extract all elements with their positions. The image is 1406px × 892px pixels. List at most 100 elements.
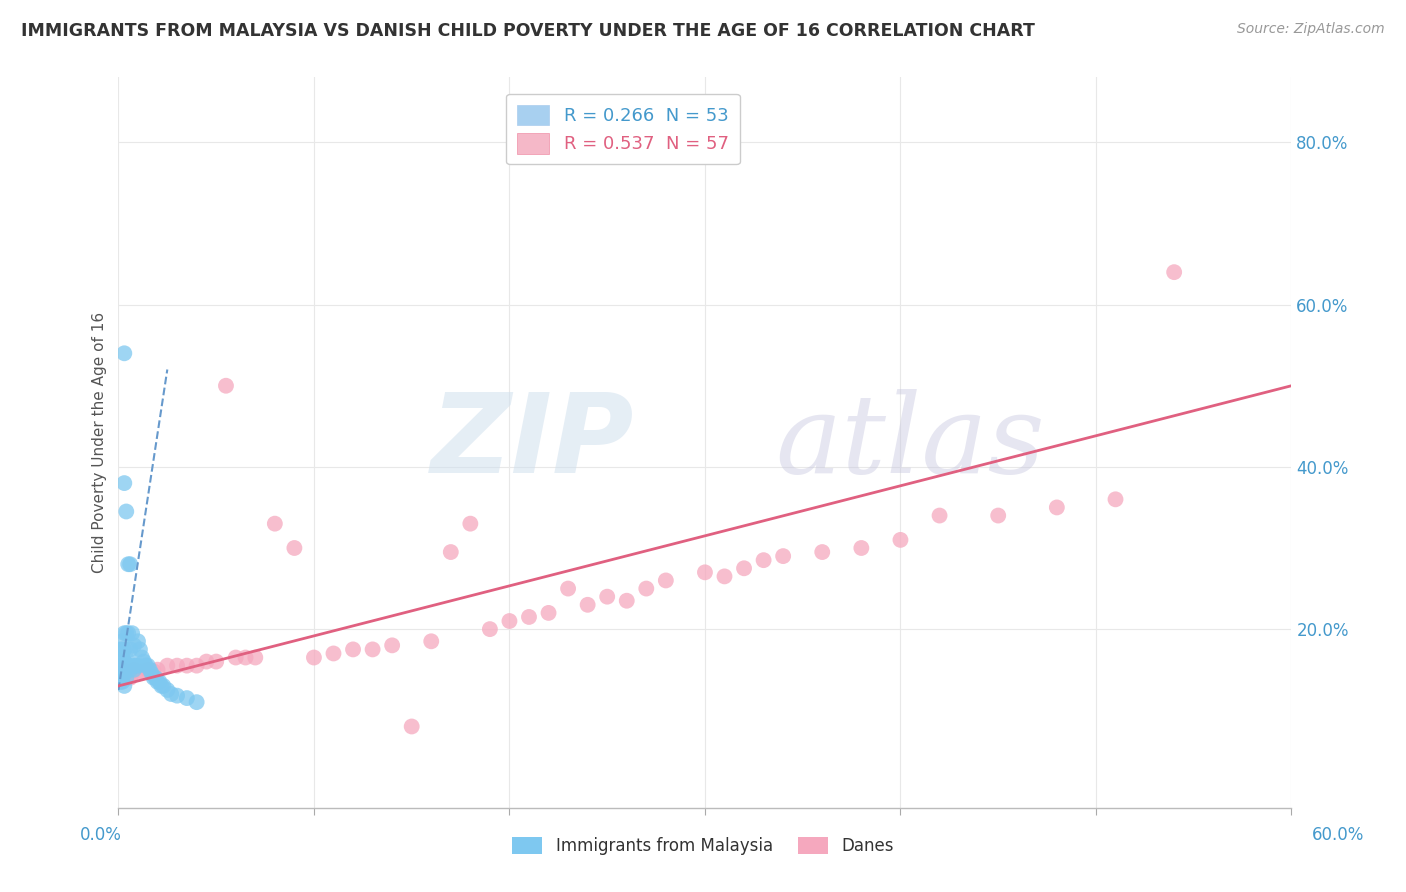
Text: 0.0%: 0.0%	[80, 826, 122, 844]
Point	[112, 666, 135, 681]
Point	[576, 598, 599, 612]
Point	[131, 650, 153, 665]
Point	[166, 689, 188, 703]
Legend: R = 0.266  N = 53, R = 0.537  N = 57: R = 0.266 N = 53, R = 0.537 N = 57	[506, 94, 740, 164]
Point	[148, 674, 170, 689]
Point	[115, 650, 138, 665]
Point	[440, 545, 463, 559]
Point	[111, 642, 134, 657]
Point	[127, 666, 149, 681]
Point	[110, 674, 132, 689]
Point	[851, 541, 873, 555]
Point	[342, 642, 364, 657]
Point	[111, 658, 134, 673]
Point	[478, 622, 501, 636]
Point	[115, 665, 138, 679]
Point	[596, 590, 619, 604]
Point	[117, 666, 139, 681]
Point	[111, 650, 134, 665]
Text: Source: ZipAtlas.com: Source: ZipAtlas.com	[1237, 22, 1385, 37]
Point	[142, 665, 165, 679]
Point	[110, 671, 132, 685]
Text: IMMIGRANTS FROM MALAYSIA VS DANISH CHILD POVERTY UNDER THE AGE OF 16 CORRELATION: IMMIGRANTS FROM MALAYSIA VS DANISH CHILD…	[21, 22, 1035, 40]
Point	[111, 671, 134, 685]
Point	[111, 666, 134, 681]
Point	[361, 642, 384, 657]
Point	[235, 650, 257, 665]
Point	[136, 658, 159, 673]
Point	[125, 658, 148, 673]
Point	[517, 610, 540, 624]
Point	[115, 626, 138, 640]
Point	[141, 666, 163, 681]
Point	[127, 634, 149, 648]
Legend: Immigrants from Malaysia, Danes: Immigrants from Malaysia, Danes	[506, 830, 900, 862]
Point	[811, 545, 834, 559]
Point	[122, 663, 145, 677]
Point	[176, 691, 198, 706]
Point	[142, 671, 165, 685]
Point	[537, 606, 560, 620]
Point	[322, 647, 344, 661]
Point	[110, 658, 132, 673]
Point	[215, 378, 238, 392]
Point	[655, 574, 678, 588]
Point	[122, 663, 145, 677]
Point	[733, 561, 755, 575]
Point	[889, 533, 911, 547]
Point	[120, 642, 142, 657]
Point	[987, 508, 1010, 523]
Point	[152, 679, 174, 693]
Point	[146, 663, 169, 677]
Point	[120, 663, 142, 677]
Point	[713, 569, 735, 583]
Point	[110, 642, 132, 657]
Point	[195, 655, 218, 669]
Point	[1104, 492, 1126, 507]
Point	[156, 658, 179, 673]
Point	[121, 666, 143, 681]
Point	[120, 671, 142, 685]
Point	[117, 658, 139, 673]
Point	[772, 549, 794, 563]
Point	[115, 671, 138, 685]
Point	[498, 614, 520, 628]
Y-axis label: Child Poverty Under the Age of 16: Child Poverty Under the Age of 16	[93, 312, 107, 573]
Point	[131, 665, 153, 679]
Text: atlas: atlas	[775, 389, 1045, 496]
Point	[150, 679, 173, 693]
Point	[146, 674, 169, 689]
Point	[616, 593, 638, 607]
Point	[302, 650, 325, 665]
Point	[693, 566, 716, 580]
Point	[122, 638, 145, 652]
Point	[225, 650, 247, 665]
Point	[205, 655, 228, 669]
Point	[460, 516, 482, 531]
Point	[1046, 500, 1069, 515]
Point	[121, 658, 143, 673]
Point	[420, 634, 443, 648]
Point	[186, 695, 208, 709]
Point	[186, 658, 208, 673]
Point	[112, 626, 135, 640]
Point	[381, 638, 404, 652]
Text: ZIP: ZIP	[432, 389, 634, 496]
Point	[636, 582, 658, 596]
Point	[156, 683, 179, 698]
Point	[283, 541, 305, 555]
Point	[111, 663, 134, 677]
Point	[121, 626, 143, 640]
Point	[557, 582, 579, 596]
Point	[129, 642, 152, 657]
Point	[166, 658, 188, 673]
Point	[928, 508, 950, 523]
Point	[111, 674, 134, 689]
Point	[112, 655, 135, 669]
Point	[138, 663, 160, 677]
Point	[120, 558, 142, 572]
Point	[160, 687, 183, 701]
Point	[135, 658, 157, 673]
Point	[176, 658, 198, 673]
Point	[112, 642, 135, 657]
